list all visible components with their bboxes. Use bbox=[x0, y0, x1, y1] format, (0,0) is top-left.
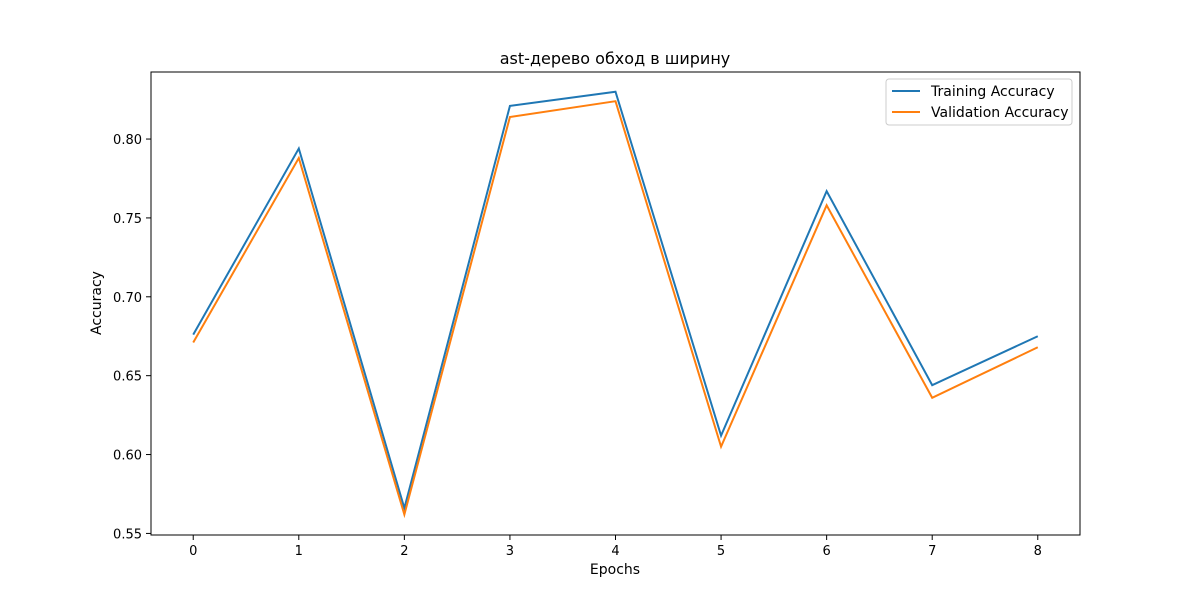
y-tick-label: 0.60 bbox=[113, 449, 142, 464]
x-tick-label: 6 bbox=[822, 544, 830, 559]
y-tick-label: 0.55 bbox=[113, 527, 142, 542]
chart-title: ast-дерево обход в ширину bbox=[500, 49, 731, 68]
y-tick-label: 0.70 bbox=[113, 291, 142, 306]
y-tick-label: 0.80 bbox=[113, 133, 142, 148]
legend: Training Accuracy Validation Accuracy bbox=[885, 78, 1073, 126]
y-tick-label: 0.75 bbox=[113, 212, 142, 227]
legend-label: Training Accuracy bbox=[930, 84, 1055, 100]
y-tick-label: 0.65 bbox=[113, 370, 142, 385]
y-axis-label: Accuracy bbox=[89, 271, 105, 335]
legend-label: Validation Accuracy bbox=[931, 105, 1069, 121]
plot-area: 0 1 2 3 4 5 6 7 8 0.55 0.60 0.65 0.70 0.75 0.80 Trainin… bbox=[113, 71, 1081, 559]
x-tick-label: 8 bbox=[1034, 544, 1042, 559]
legend-box bbox=[885, 78, 1073, 126]
x-tick-label: 4 bbox=[611, 544, 619, 559]
x-tick-label: 7 bbox=[928, 544, 936, 559]
x-tick-label: 0 bbox=[189, 544, 197, 559]
x-tick-label: 3 bbox=[506, 544, 514, 559]
x-tick-label: 2 bbox=[400, 544, 408, 559]
series-line-training-accuracy bbox=[192, 90, 1039, 512]
x-tick-label: 5 bbox=[717, 544, 725, 559]
series-line-validation-accuracy bbox=[192, 100, 1039, 519]
x-axis-label: Epochs bbox=[590, 562, 640, 578]
x-tick-label: 1 bbox=[295, 544, 303, 559]
